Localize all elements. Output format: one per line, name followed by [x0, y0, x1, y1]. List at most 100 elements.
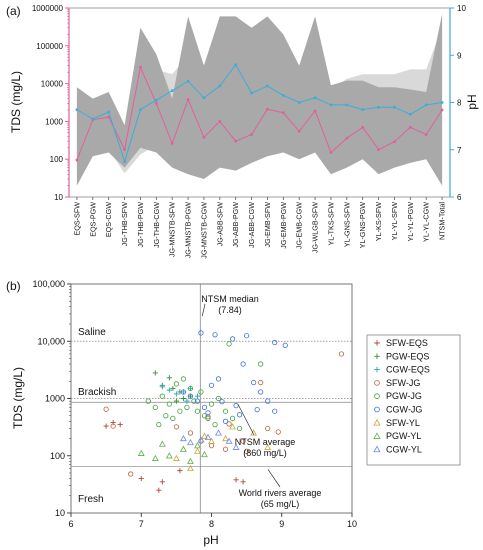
legend-item: SFW-EQS: [374, 338, 428, 348]
legend-label: CGW-EQS: [386, 365, 430, 375]
plus-marker: [240, 479, 246, 485]
triangle-marker: [373, 419, 381, 426]
legend-label: PGW-JG: [386, 391, 422, 401]
tds-point: [234, 139, 238, 143]
zone-label-brackish: Brackish: [78, 387, 116, 398]
panel-a: (a) 10 100 1000 10000 100000 1000000 6 7 8 9 10 E…: [6, 4, 479, 259]
circle-marker: [374, 393, 380, 399]
plus-marker: [194, 393, 201, 399]
tds-point: [393, 140, 396, 144]
circle-marker: [275, 429, 281, 435]
circle-marker: [110, 423, 116, 429]
tds-point: [297, 129, 301, 133]
tds-tick-label: 1000000: [32, 4, 64, 13]
legend-label: PGW-EQS: [386, 351, 429, 361]
plus-marker: [166, 387, 172, 393]
tds-tick-label: 1000: [45, 117, 63, 126]
tds-point: [154, 101, 158, 105]
tds-axis-label: TDS (mg/L): [9, 71, 23, 133]
tds-point: [75, 158, 79, 162]
ph-point: [218, 84, 222, 88]
ph-tick-label-b: 10: [347, 519, 357, 529]
tds-point: [313, 109, 317, 113]
ph-point: [393, 105, 396, 109]
panel-a-label: (a): [6, 4, 21, 18]
circle-marker: [198, 389, 204, 395]
plus-marker: [173, 391, 179, 397]
triangle-marker: [187, 439, 194, 446]
triangle-marker: [194, 442, 201, 449]
plus-marker: [233, 477, 239, 483]
plus-marker: [187, 393, 194, 399]
legend-label: CGW-YL: [386, 444, 422, 454]
circle-marker: [163, 413, 169, 419]
ph-point: [234, 63, 238, 67]
tds-axis-ticks: 10 100 1000 10000 100000 1000000: [32, 4, 69, 202]
tds-tick-label-b: 10: [55, 508, 65, 518]
plus-marker: [152, 370, 158, 376]
triangle-marker: [158, 440, 166, 447]
circle-marker: [145, 398, 151, 404]
triangle-marker: [229, 423, 236, 430]
circle-marker: [265, 425, 271, 432]
ph-point: [440, 101, 444, 104]
legend-label: SFW-EQS: [386, 338, 428, 348]
legend-item: PGW-JG: [374, 391, 422, 401]
legend: SFW-EQS PGW-EQS CGW-EQS SFW-JG PGW-JG CGW-JG S…: [366, 334, 461, 466]
triangle-marker: [187, 457, 194, 464]
circle-marker: [156, 421, 162, 428]
world-rivers-annotation: World rivers average (65 mg/L): [239, 488, 322, 509]
tds-point: [123, 148, 126, 151]
triangle-marker: [373, 445, 381, 453]
tds-axis-label-b: TDS (mg/L): [11, 367, 25, 429]
legend-item: SFW-YL: [373, 418, 420, 428]
circle-marker: [233, 403, 239, 409]
plus-marker: [110, 419, 116, 426]
circle-marker: [229, 336, 236, 342]
category-tick-label: YL-YL-PGW: [406, 202, 415, 242]
plus-marker: [374, 366, 380, 373]
ph-point: [377, 105, 380, 109]
legend-label: SFW-YL: [386, 418, 420, 428]
triangle-marker: [201, 450, 208, 458]
tds-point: [377, 148, 380, 151]
ph-point: [202, 96, 206, 100]
panel-b-label: (b): [6, 279, 21, 293]
circle-marker: [201, 404, 208, 410]
plus-marker: [159, 384, 165, 390]
circle-marker: [258, 361, 264, 367]
category-tick-label: JG-WLGB-SFW: [311, 202, 320, 253]
triangle-marker: [187, 464, 194, 472]
category-tick-label: JG-ABB-CGW: [247, 202, 256, 248]
plus-marker: [374, 340, 380, 346]
tds-mean-line: [76, 65, 443, 161]
circle-marker: [215, 376, 222, 382]
ph-point: [297, 101, 301, 104]
category-tick-label: YL-TKS-SFW: [326, 202, 335, 246]
ph-mean-line: [76, 63, 443, 164]
circle-marker: [205, 415, 211, 421]
legend-item: SFW-JG: [374, 378, 420, 388]
triangle-marker: [264, 443, 272, 450]
triangle-marker: [194, 447, 201, 454]
circle-marker: [212, 421, 218, 428]
triangle-marker: [204, 433, 212, 440]
ph-point: [139, 108, 142, 111]
plus-marker: [103, 423, 109, 429]
tds-point: [170, 142, 174, 145]
ph-point: [266, 84, 269, 88]
category-tick-label: YL-YL-CGW: [422, 202, 431, 242]
ph-axis-ticks: 6 7 8 9 10: [450, 4, 466, 202]
scatter-points: [103, 330, 345, 493]
category-tick-label: JG-EMB-CGW: [295, 202, 304, 249]
tds-axis-ticks-b: 10 100 1000 10,000 100,000: [32, 279, 71, 518]
circle-marker: [219, 399, 225, 405]
ph-axis-label: pH: [465, 94, 479, 109]
circle-marker: [201, 413, 208, 419]
category-tick-label: JG-THB-SFW: [120, 202, 129, 247]
circle-marker: [222, 408, 229, 414]
plus-marker: [166, 375, 172, 381]
circle-marker: [208, 401, 215, 407]
plus-marker: [177, 468, 183, 474]
